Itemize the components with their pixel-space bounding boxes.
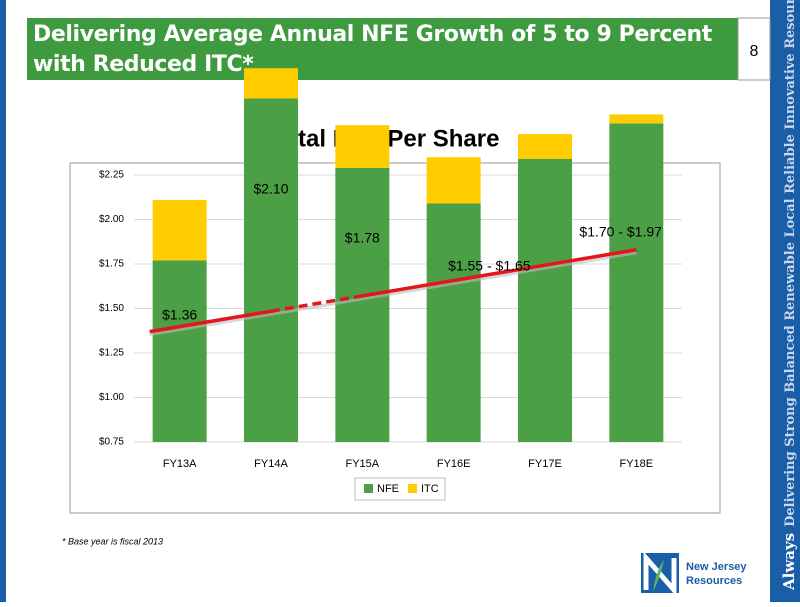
logo-line: New Jersey (686, 561, 747, 573)
x-tick-label: FY17E (528, 458, 562, 470)
y-tick-label: $1.50 (99, 303, 124, 314)
trend-line (149, 309, 272, 334)
bar-segment (244, 98, 298, 443)
bar-segment (609, 123, 664, 442)
trend-line (362, 248, 637, 298)
bar-segment (518, 158, 572, 443)
x-tick-label: FY18E (620, 458, 654, 470)
legend-label: NFE (377, 483, 399, 495)
trend-line-shadow (149, 251, 637, 337)
page-box (737, 17, 771, 81)
annotation: $2.10 (253, 181, 288, 197)
x-tick-label: FY16E (437, 458, 471, 470)
legend-label: ITC (421, 483, 439, 495)
logo-leaf (653, 560, 664, 592)
bar-segment (426, 157, 481, 204)
banner-text: Always Delivering Strong Balanced Renewab… (780, 0, 798, 591)
annotation: $1.78 (345, 230, 380, 246)
y-tick-label: $2.00 (99, 214, 124, 225)
bar-segment (335, 167, 390, 442)
header-title: Delivering Average Annual NFE Growth of … (33, 22, 712, 77)
annotation: $1.36 (162, 307, 197, 323)
footnote: * Base year is fiscal 2013 (62, 536, 163, 546)
x-tick-label: FY14A (254, 458, 288, 470)
legend-box (354, 477, 446, 501)
x-tick-label: FY13A (163, 458, 197, 470)
y-tick-label: $1.00 (99, 392, 124, 403)
legend-swatch (408, 484, 417, 493)
bar-segment (152, 199, 207, 261)
x-tick-label: FY15A (346, 458, 380, 470)
bar-segment (335, 125, 390, 168)
bar-segment (518, 134, 572, 159)
banner-lead: Always (780, 533, 798, 591)
logo-line: Resources (686, 575, 742, 587)
left-strip (0, 0, 6, 602)
logo: New Jersey Resources (641, 551, 747, 597)
bar-segment (426, 203, 481, 442)
page-number: 8 (750, 43, 759, 60)
annotation: $1.70 - $1.97 (579, 224, 662, 240)
y-tick-label: $0.75 (99, 437, 124, 448)
header-wrap: Delivering Average Annual NFE Growth of … (33, 22, 712, 77)
bar-segment (244, 68, 298, 99)
bar-segment (609, 114, 664, 124)
banner-rest: Delivering Strong Balanced Renewable Loc… (783, 0, 798, 527)
annotation: $1.55 - $1.65 (448, 258, 531, 274)
header-box (27, 18, 738, 80)
trend-line-dashed (270, 294, 363, 313)
y-tick-label: $1.75 (99, 259, 124, 270)
bar-segment (152, 260, 207, 442)
y-tick-label: $1.25 (99, 348, 124, 359)
legend-swatch (364, 484, 373, 493)
y-tick-label: $2.25 (99, 170, 124, 181)
right-banner (770, 0, 800, 602)
